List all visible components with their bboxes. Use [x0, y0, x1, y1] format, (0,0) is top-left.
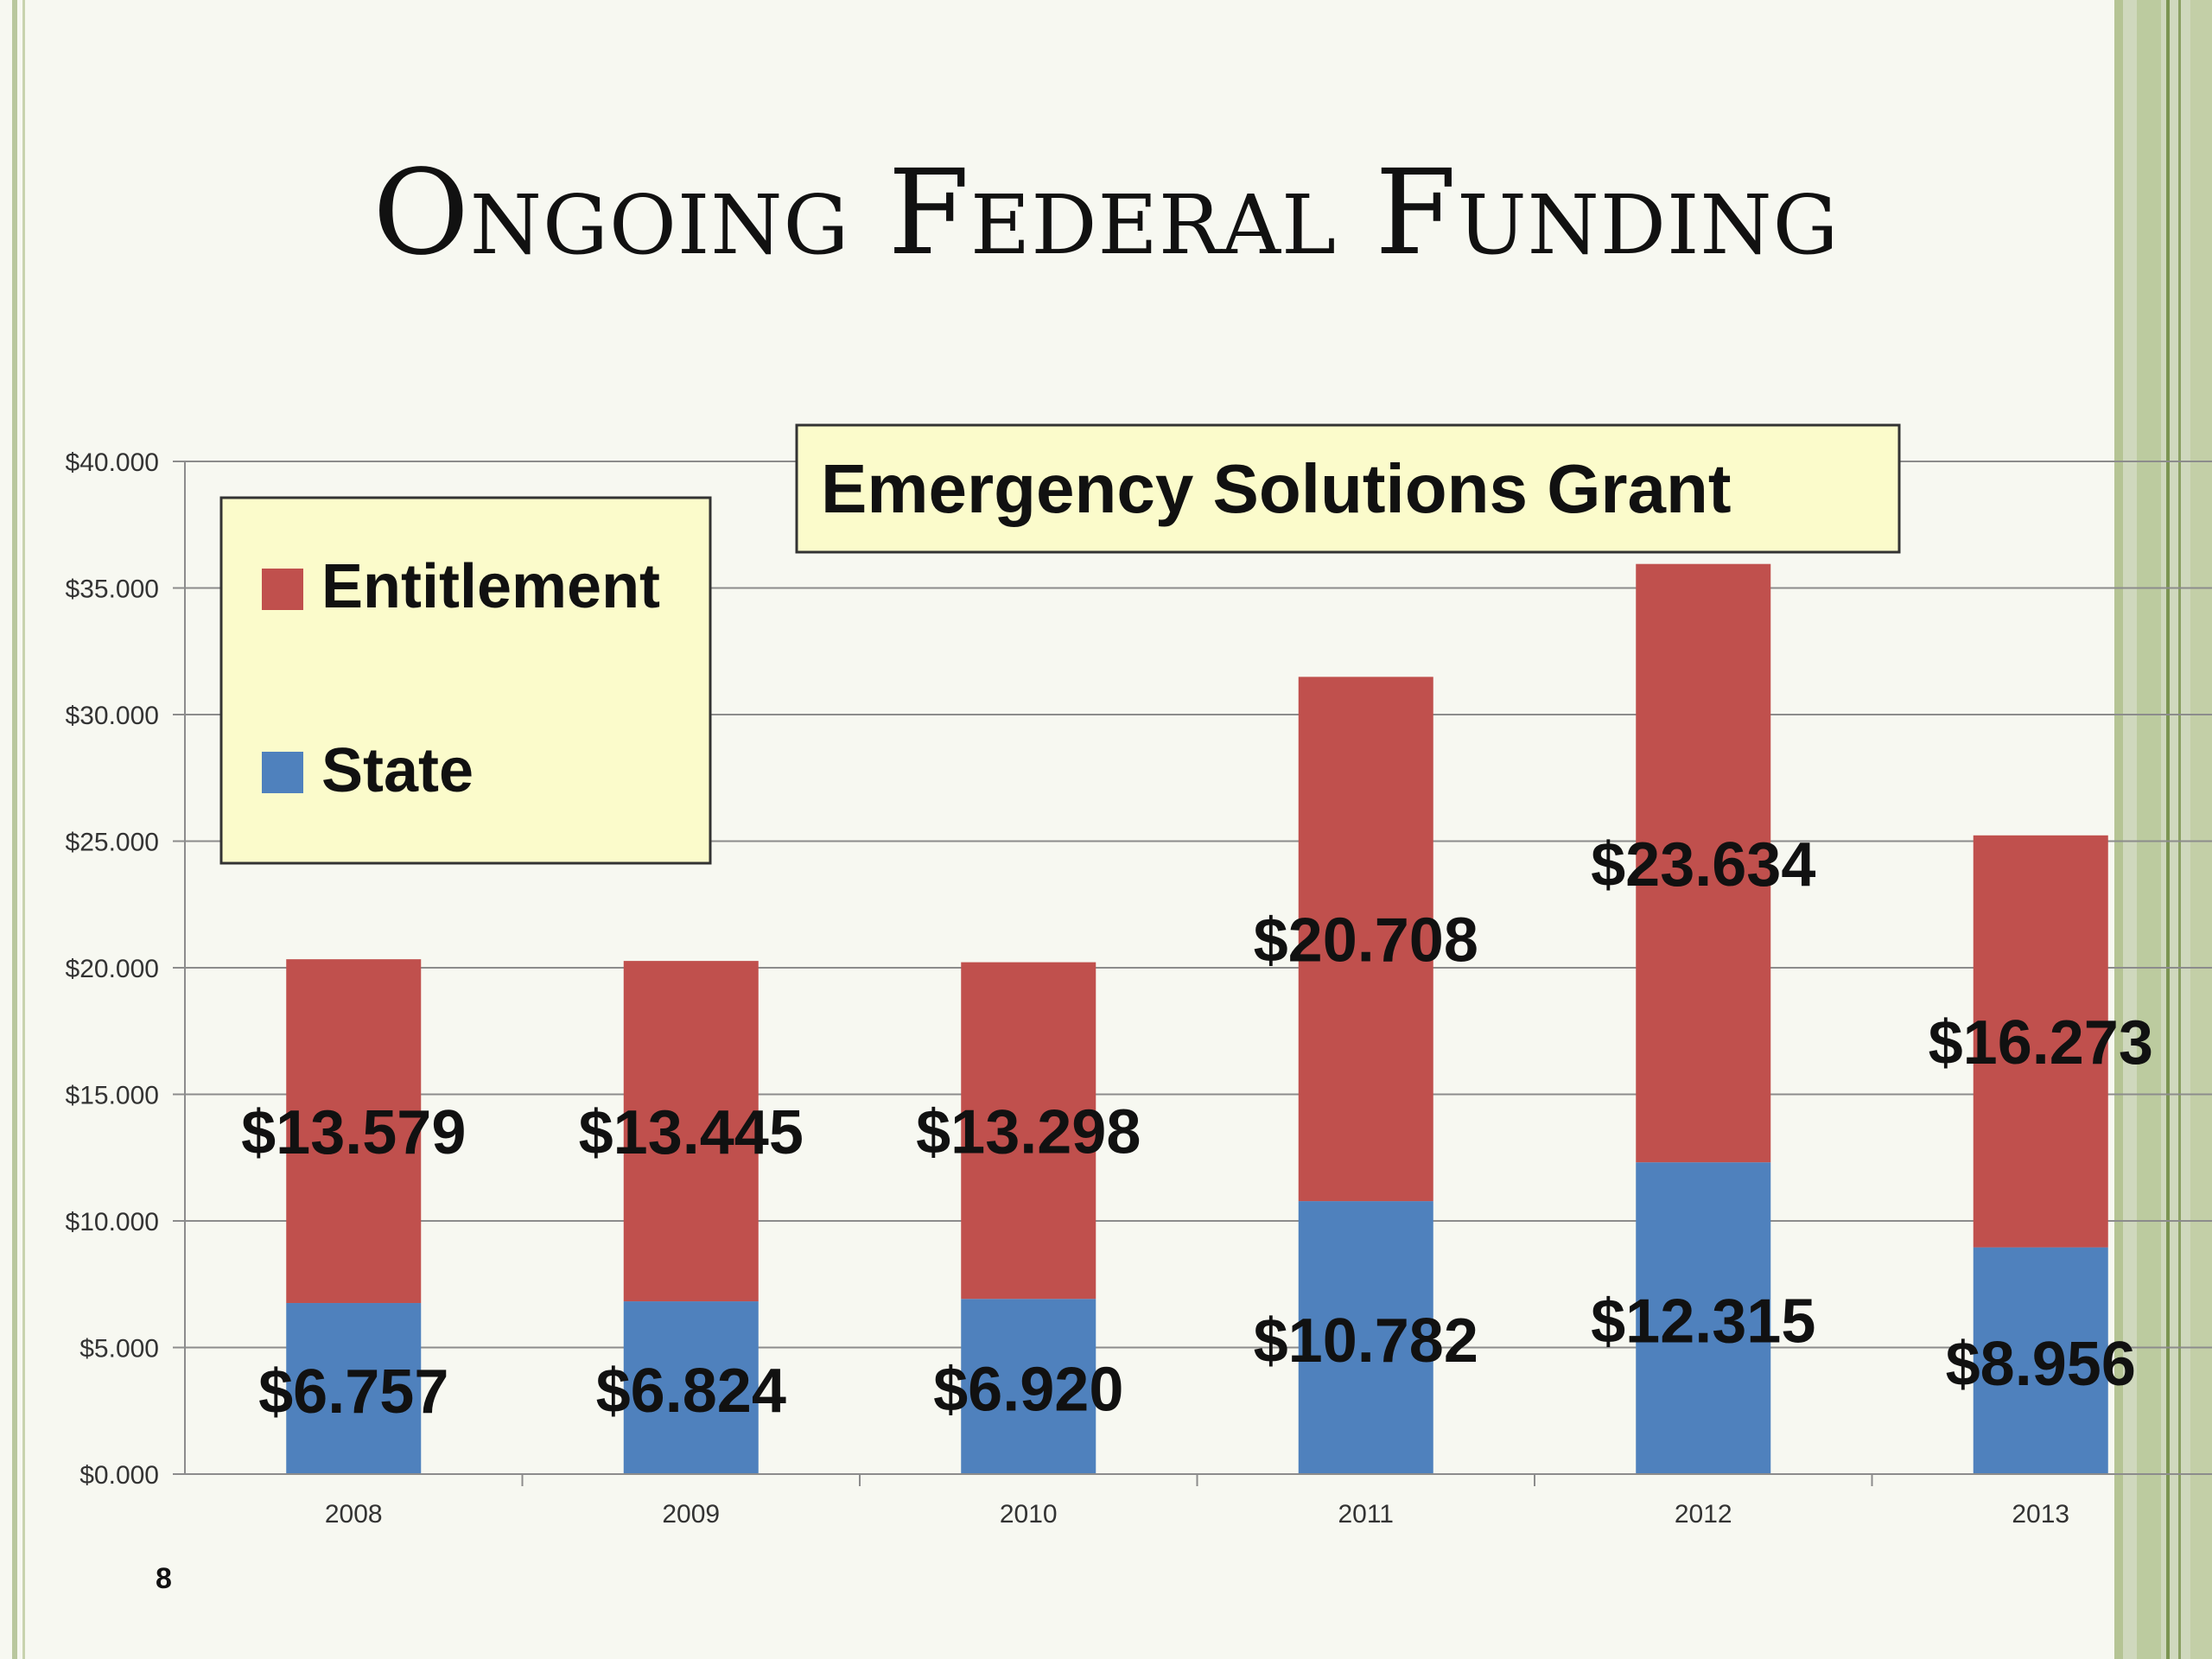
x-tick-label: 2010: [1000, 1500, 1058, 1529]
data-label-entitlement: $23.634: [1591, 830, 1815, 899]
bar-state: [1973, 1247, 2108, 1474]
y-tick-label: $40.000: [66, 448, 159, 477]
data-label-state: $6.824: [596, 1357, 786, 1426]
data-label-entitlement: $20.708: [1254, 906, 1478, 976]
data-label-state: $8.956: [1946, 1330, 2136, 1399]
bar-state: [623, 1301, 759, 1474]
bar-entitlement: [961, 962, 1096, 1300]
chart-title: Emergency Solutions Grant: [821, 450, 1732, 527]
bar-state: [1636, 1162, 1771, 1474]
bar-entitlement: [1973, 835, 2108, 1248]
data-label-entitlement: $13.579: [241, 1098, 466, 1167]
y-tick-label: $25.000: [66, 829, 159, 857]
x-tick-label: 2009: [662, 1500, 720, 1529]
data-label-state: $6.920: [933, 1356, 1123, 1425]
y-tick-label: $0.000: [79, 1461, 159, 1490]
chart-title-background: [795, 423, 1901, 554]
left-border-line-thin: [22, 0, 25, 1659]
page-number: 8: [156, 1562, 172, 1595]
slide-title: Ongoing Federal Funding: [372, 145, 1840, 282]
axes: $0.000 $5.000 $10.000 $15.000 $20.000 $25.000…: [66, 448, 2212, 1529]
legend-swatch-entitlement: [262, 569, 303, 610]
data-label-entitlement: $13.298: [916, 1097, 1141, 1166]
bar-entitlement: [623, 961, 759, 1302]
chart-title-box: Emergency Solutions Grant: [795, 423, 1901, 554]
x-tick-label: 2012: [1675, 1500, 1732, 1529]
bars: [286, 563, 2108, 1474]
y-tick-label: $35.000: [66, 575, 159, 604]
legend-label-entitlement: Entitlement: [321, 552, 660, 621]
data-label-entitlement: $13.445: [579, 1098, 804, 1167]
y-tick-label: $15.000: [66, 1082, 159, 1110]
legend-label-state: State: [321, 736, 474, 805]
y-tick-label: $20.000: [66, 955, 159, 983]
legend-swatch-state: [262, 752, 303, 793]
data-label-state: $12.315: [1591, 1287, 1815, 1357]
data-label-entitlement: $16.273: [1929, 1008, 2153, 1077]
legend-background: [219, 496, 712, 865]
data-label-state: $10.782: [1254, 1306, 1478, 1376]
y-tick-label: $5.000: [79, 1335, 159, 1363]
data-label-state: $6.757: [258, 1357, 448, 1427]
bar-entitlement: [1298, 677, 1433, 1202]
data-labels: $6.757 $13.579 $6.824 $13.445 $6.920 $13.298 $…: [241, 830, 2153, 1427]
bar-entitlement: [1636, 563, 1771, 1163]
y-tick-label: $10.000: [66, 1208, 159, 1236]
bar-entitlement: [286, 959, 422, 1304]
y-tick-label: $30.000: [66, 702, 159, 730]
bar-state: [286, 1303, 422, 1474]
x-tick-label: 2008: [325, 1500, 383, 1529]
bar-state: [1298, 1201, 1433, 1474]
legend: Entitlement State: [219, 496, 712, 865]
right-decorative-border: [2114, 0, 2212, 1659]
x-tick-label: 2011: [1338, 1500, 1394, 1529]
x-tick-label: 2013: [2012, 1500, 2069, 1529]
left-border-line: [12, 0, 17, 1659]
bar-state: [961, 1299, 1096, 1474]
